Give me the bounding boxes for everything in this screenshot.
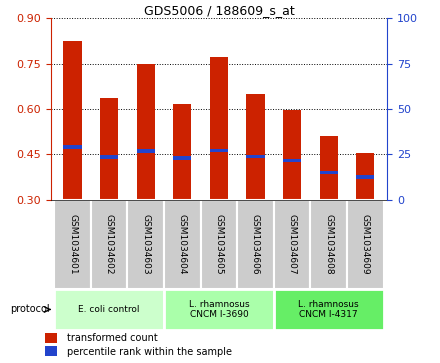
Bar bbox=[356, 153, 374, 200]
Bar bbox=[201, 200, 237, 289]
Bar bbox=[136, 64, 155, 200]
Bar bbox=[246, 94, 264, 200]
Bar bbox=[283, 159, 301, 162]
Bar bbox=[128, 200, 164, 289]
Bar bbox=[210, 57, 228, 200]
Bar bbox=[136, 150, 155, 153]
Bar bbox=[319, 136, 338, 200]
Text: GSM1034602: GSM1034602 bbox=[105, 214, 114, 274]
Text: GSM1034609: GSM1034609 bbox=[361, 214, 370, 274]
Bar bbox=[310, 200, 347, 289]
Bar bbox=[91, 200, 128, 289]
Bar bbox=[319, 171, 338, 174]
Bar bbox=[274, 289, 384, 330]
Bar bbox=[63, 145, 82, 148]
Text: transformed count: transformed count bbox=[66, 334, 158, 343]
Bar bbox=[45, 346, 57, 356]
Bar bbox=[237, 200, 274, 289]
Text: GSM1034601: GSM1034601 bbox=[68, 214, 77, 274]
Text: GSM1034604: GSM1034604 bbox=[178, 214, 187, 274]
Bar bbox=[164, 200, 201, 289]
Text: E. coli control: E. coli control bbox=[78, 305, 140, 314]
Title: GDS5006 / 188609_s_at: GDS5006 / 188609_s_at bbox=[143, 4, 294, 17]
Bar bbox=[210, 149, 228, 152]
Text: GSM1034603: GSM1034603 bbox=[141, 214, 150, 274]
Text: GSM1034608: GSM1034608 bbox=[324, 214, 333, 274]
Text: GSM1034607: GSM1034607 bbox=[288, 214, 297, 274]
Text: L. rhamnosus
CNCM I-4317: L. rhamnosus CNCM I-4317 bbox=[298, 300, 359, 319]
Bar bbox=[164, 289, 274, 330]
Bar bbox=[45, 333, 57, 343]
Bar bbox=[54, 200, 91, 289]
Bar bbox=[100, 155, 118, 159]
Bar bbox=[173, 156, 191, 160]
Text: GSM1034605: GSM1034605 bbox=[214, 214, 224, 274]
Bar bbox=[274, 200, 310, 289]
Bar bbox=[100, 98, 118, 200]
Bar bbox=[356, 175, 374, 179]
Text: L. rhamnosus
CNCM I-3690: L. rhamnosus CNCM I-3690 bbox=[189, 300, 249, 319]
Bar bbox=[246, 155, 264, 158]
Text: percentile rank within the sample: percentile rank within the sample bbox=[66, 347, 231, 356]
Bar bbox=[54, 289, 164, 330]
Bar bbox=[283, 110, 301, 200]
Text: GSM1034606: GSM1034606 bbox=[251, 214, 260, 274]
Bar bbox=[173, 105, 191, 200]
Bar bbox=[347, 200, 384, 289]
Bar bbox=[63, 41, 82, 200]
Text: protocol: protocol bbox=[10, 305, 50, 314]
